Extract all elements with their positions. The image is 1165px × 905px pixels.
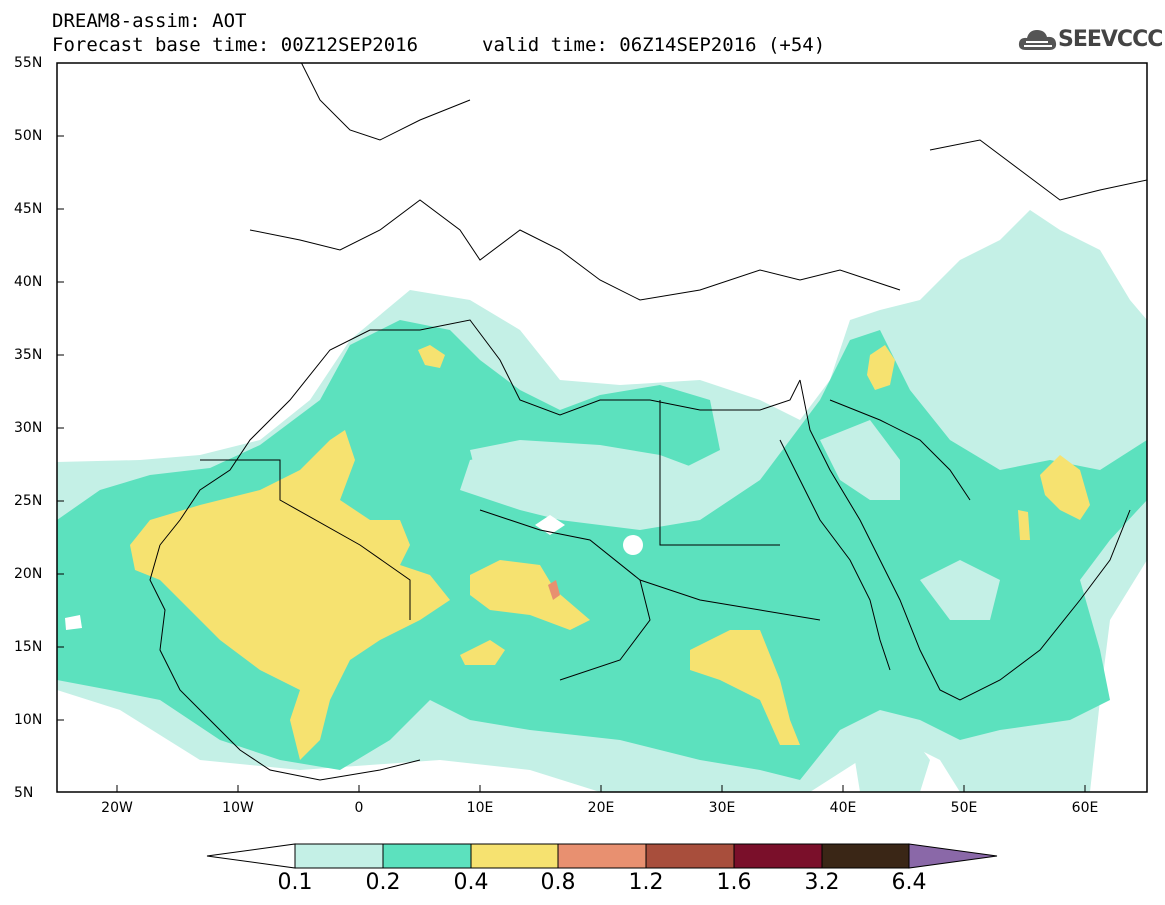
lon-tick: 10W: [222, 800, 254, 816]
valid-time: valid time: 06Z14SEP2016 (+54): [482, 34, 826, 56]
lat-tick: 40N: [14, 274, 43, 290]
aot-yellow-algeria: [418, 345, 445, 368]
forecast-base-time: Forecast base time: 00Z12SEP2016: [52, 34, 419, 56]
aot-white-blob: [65, 615, 82, 630]
colorbar-label: 0.8: [540, 870, 576, 895]
lat-tick: 55N: [14, 55, 43, 71]
lat-tick: 30N: [14, 420, 43, 436]
lon-tick: 50E: [950, 800, 978, 816]
colorbar-label: 1.2: [628, 870, 664, 895]
lat-tick: 15N: [14, 639, 43, 655]
lat-tick: 35N: [14, 347, 43, 363]
aot-yellow-oman: [1040, 455, 1090, 520]
colorbar-swatch-1.6: [733, 843, 823, 869]
lat-tick: 5N: [14, 785, 34, 801]
colorbar-swatch-0.4: [470, 843, 559, 869]
aot-hole-horn: [850, 720, 930, 792]
aot-white-blob: [623, 535, 643, 555]
lon-tick: 10E: [466, 800, 494, 816]
colorbar-label: 0.2: [365, 870, 401, 895]
lon-tick: 20W: [101, 800, 133, 816]
tick-marks: [57, 62, 1086, 792]
aot-yellow-arabia-small: [1018, 510, 1030, 540]
aot-hole-arabia: [820, 420, 900, 500]
lat-tick: 45N: [14, 201, 43, 217]
lat-tick: 10N: [14, 712, 43, 728]
colorbar-over-arrow: [908, 843, 998, 869]
colorbar-swatch-0.8: [557, 843, 647, 869]
aot-contour-0.4: [130, 430, 450, 760]
aot-hole-arabia-south: [920, 560, 1000, 620]
colorbar-label: 0.4: [453, 870, 489, 895]
colorbar-swatch-0.2: [382, 843, 472, 869]
colorbar-label: 1.6: [716, 870, 752, 895]
aot-yellow-iraq: [867, 345, 895, 390]
lat-tick: 20N: [14, 566, 43, 582]
lon-tick: 20E: [587, 800, 615, 816]
colorbar: [206, 843, 998, 869]
model-title: DREAM8-assim: AOT: [52, 10, 247, 32]
lat-tick: 50N: [14, 128, 43, 144]
lon-tick: 30E: [708, 800, 736, 816]
lon-tick: 40E: [829, 800, 857, 816]
colorbar-under-arrow: [206, 843, 296, 869]
lat-tick: 25N: [14, 493, 43, 509]
colorbar-swatch-0.1: [294, 843, 384, 869]
colorbar-swatch-3.2: [821, 843, 910, 869]
aot-yellow-sudan: [690, 630, 800, 745]
aot-hole-libya: [470, 440, 700, 520]
aot-contour-0.8: [548, 580, 560, 600]
colorbar-label: 3.2: [804, 870, 840, 895]
lon-tick: 60E: [1071, 800, 1099, 816]
cloud-icon: [1018, 30, 1057, 50]
lon-tick: 0: [354, 800, 364, 816]
aot-field: [57, 210, 1147, 792]
colorbar-swatch-1.2: [645, 843, 735, 869]
coastlines: [149, 63, 1147, 781]
aot-yellow-chad: [470, 560, 590, 630]
aot-yellow-niger-small: [460, 640, 505, 665]
logo-text: SEEVCCC: [1058, 27, 1163, 52]
colorbar-label: 0.1: [277, 870, 313, 895]
colorbar-label: 6.4: [891, 870, 927, 895]
